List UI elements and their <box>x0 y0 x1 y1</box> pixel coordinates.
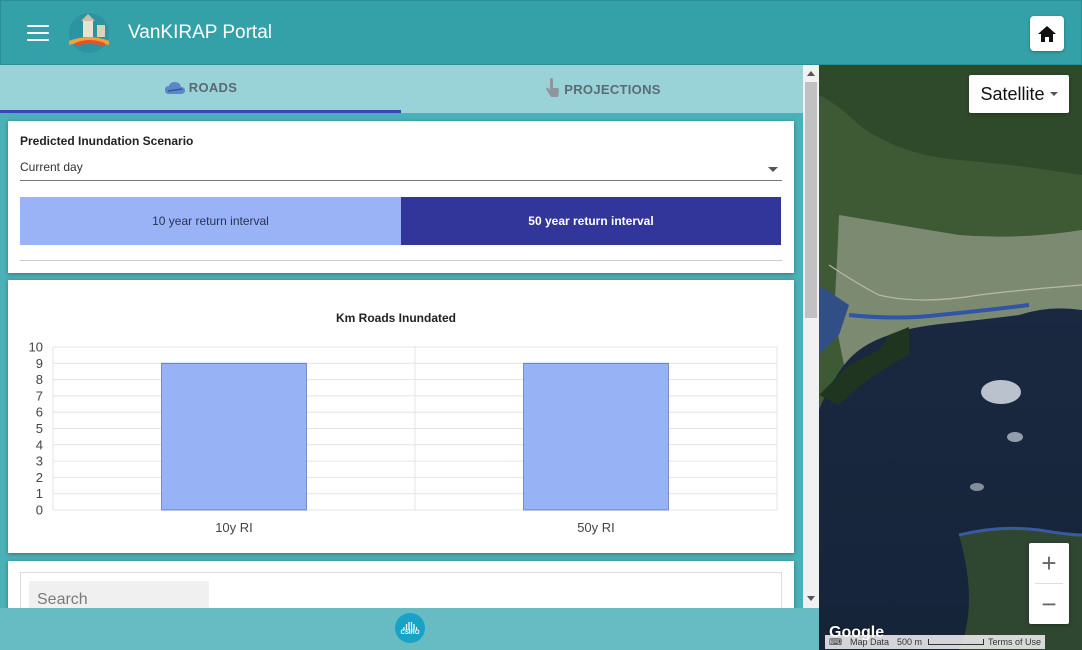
toggle-10-year[interactable]: 10 year return interval <box>20 197 401 245</box>
menu-icon[interactable] <box>27 25 49 43</box>
csiro-mark-icon <box>403 621 418 630</box>
y-tick-label: 10 <box>29 340 43 355</box>
map-data-link[interactable]: Map Data <box>850 637 890 647</box>
scale-bar <box>928 639 985 645</box>
satellite-map[interactable]: Satellite + − Google ⌨ Map Data 500 m Te… <box>819 65 1082 650</box>
bar <box>523 362 669 511</box>
tab-projections-label: PROJECTIONS <box>564 81 661 97</box>
search-input[interactable] <box>29 581 209 608</box>
vankirap-logo <box>69 13 109 53</box>
tab-bar: ROADS PROJECTIONS <box>0 65 803 113</box>
y-tick-label: 1 <box>36 486 43 501</box>
terms-link[interactable]: Terms of Use <box>988 637 1042 647</box>
scroll-down-arrow-icon[interactable] <box>807 596 815 601</box>
zoom-divider <box>1035 583 1063 584</box>
y-tick-label: 6 <box>36 405 43 420</box>
zoom-control: + − <box>1029 543 1069 624</box>
y-tick-label: 9 <box>36 356 43 371</box>
toggle-50-year[interactable]: 50 year return interval <box>401 197 781 245</box>
y-tick-label: 0 <box>36 503 43 518</box>
left-panel: ROADS PROJECTIONS Predicted Inundation S… <box>0 65 803 608</box>
app-header: VanKIRAP Portal <box>0 0 1082 65</box>
x-tick-label: 10y RI <box>215 520 253 535</box>
home-icon <box>1038 25 1056 42</box>
csiro-logo-text: CSIRO <box>400 629 420 636</box>
scroll-up-arrow-icon[interactable] <box>807 71 815 76</box>
scrollbar[interactable] <box>803 65 819 608</box>
app-title: VanKIRAP Portal <box>128 22 272 43</box>
chart-area: Km Roads Inundated 0 1 2 3 4 5 6 7 8 9 10 10y RI 50y… <box>20 292 784 543</box>
divider <box>20 260 782 261</box>
scenario-label: Predicted Inundation Scenario <box>20 134 194 148</box>
x-tick-label: 50y RI <box>577 520 615 535</box>
home-button[interactable] <box>1030 16 1064 51</box>
map-attribution: ⌨ Map Data 500 m Terms of Use <box>825 635 1046 649</box>
cloud-icon <box>164 81 185 94</box>
y-tick-label: 5 <box>36 421 43 436</box>
caret-down-icon <box>1049 92 1058 96</box>
tab-roads[interactable]: ROADS <box>0 65 401 113</box>
tab-roads-label: ROADS <box>188 80 238 95</box>
search-card <box>8 561 794 608</box>
scenario-select-value: Current day <box>20 160 83 174</box>
tab-projections[interactable]: PROJECTIONS <box>401 65 803 113</box>
map-type-label: Satellite <box>980 83 1045 104</box>
chevron-down-icon <box>768 167 778 172</box>
zoom-in-button[interactable]: + <box>1041 547 1057 578</box>
footer: CSIRO <box>0 608 819 650</box>
y-tick-label: 2 <box>36 470 43 485</box>
csiro-logo: CSIRO <box>395 613 425 643</box>
y-tick-label: 7 <box>36 388 43 403</box>
y-tick-label: 4 <box>36 437 43 452</box>
bar <box>161 362 307 511</box>
chart-card: Km Roads Inundated 0 1 2 3 4 5 6 7 8 9 10 10y RI 50y… <box>8 280 794 553</box>
map-type-button[interactable]: Satellite <box>969 75 1069 113</box>
y-tick-label: 8 <box>36 372 43 387</box>
chart-title: Km Roads Inundated <box>335 311 456 325</box>
scenario-select[interactable]: Current day <box>20 157 782 181</box>
scrollbar-thumb[interactable] <box>805 82 817 318</box>
search-box <box>20 572 782 608</box>
y-tick-label: 3 <box>36 454 43 469</box>
touch-icon <box>546 78 560 97</box>
scale-label: 500 m <box>897 637 923 647</box>
keyboard-icon[interactable]: ⌨ <box>829 636 842 647</box>
zoom-out-button[interactable]: − <box>1041 588 1057 619</box>
scenario-card: Predicted Inundation Scenario Current da… <box>8 121 794 273</box>
